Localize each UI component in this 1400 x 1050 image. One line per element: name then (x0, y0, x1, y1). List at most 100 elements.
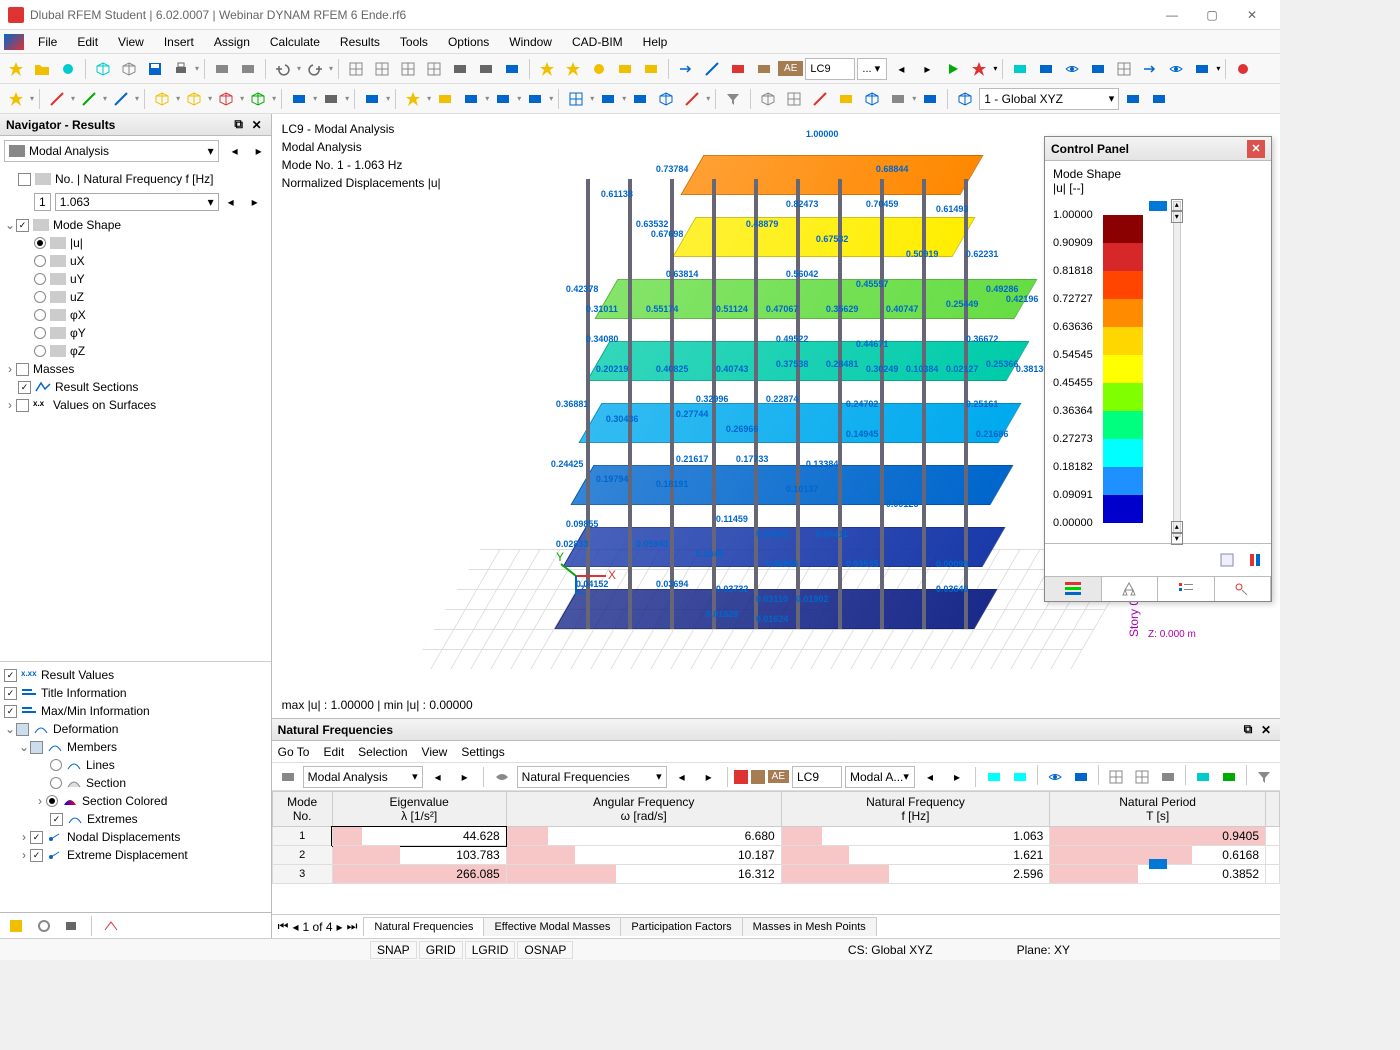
freq-combo[interactable]: 1.063 ▾ (55, 193, 219, 211)
tb2-n2-icon[interactable] (45, 87, 69, 111)
tb2-n4-icon[interactable] (109, 87, 133, 111)
col-mode[interactable]: Mode No. (272, 792, 332, 827)
mode-radio[interactable] (34, 327, 46, 339)
analysis-combo[interactable]: Modal Analysis ▾ (4, 140, 219, 162)
tb2-v1-icon[interactable] (756, 87, 780, 111)
menu-insert[interactable]: Insert (154, 32, 204, 52)
tb-flag-icon[interactable] (941, 57, 965, 81)
nav-tab3-icon[interactable] (60, 914, 84, 938)
maximize-button[interactable]: ▢ (1192, 1, 1232, 29)
cp-slider[interactable]: ▴ ▾ ▴ ▾ (1149, 201, 1167, 537)
cp-tab-filter[interactable] (1215, 577, 1272, 601)
tb-r3-icon[interactable] (1060, 57, 1084, 81)
page-last-icon[interactable]: ⏭ (347, 919, 358, 934)
tp-next3-icon[interactable]: ▸ (945, 765, 969, 789)
status-snap[interactable]: SNAP (370, 941, 417, 959)
tb-open-icon[interactable] (30, 57, 54, 81)
tb-sel3-icon[interactable] (587, 57, 611, 81)
tree-modeshape[interactable]: ⌄ Mode Shape (0, 216, 271, 234)
tb2-e2-icon[interactable] (1147, 87, 1171, 111)
menu-cad-bim[interactable]: CAD-BIM (562, 32, 633, 52)
tb2-cs-icon[interactable] (953, 87, 977, 111)
nav-next-icon[interactable]: ▸ (247, 139, 271, 163)
members-checkbox[interactable] (30, 741, 43, 754)
tb2-g5-icon[interactable] (523, 87, 547, 111)
tb-sel1-icon[interactable] (535, 57, 559, 81)
menu-file[interactable]: File (28, 32, 67, 52)
mode-radio[interactable] (34, 291, 46, 303)
tb2-f1-icon[interactable] (721, 87, 745, 111)
modeshape-checkbox[interactable] (16, 219, 29, 232)
tb2-xx-icon[interactable] (360, 87, 384, 111)
cell-natural[interactable]: 1.621 (781, 846, 1050, 865)
tree-deformation[interactable]: ⌄Deformation (0, 720, 271, 738)
table-menu-go-to[interactable]: Go To (278, 745, 310, 759)
tb-r5-icon[interactable] (1112, 57, 1136, 81)
tb-save-icon[interactable] (143, 57, 167, 81)
tb2-v2-icon[interactable] (782, 87, 806, 111)
tb2-s3-icon[interactable] (214, 87, 238, 111)
tb-lc-next-icon[interactable]: ▸ (915, 57, 939, 81)
tb-big-icon[interactable] (1231, 57, 1255, 81)
table-tab-1[interactable]: Effective Modal Masses (483, 917, 621, 936)
freq-prev-icon[interactable]: ◂ (219, 190, 243, 214)
slider-down-icon[interactable]: ▾ (1171, 211, 1183, 223)
col-natural[interactable]: Natural Frequency f [Hz] (781, 792, 1050, 827)
freq-next-icon[interactable]: ▸ (243, 190, 267, 214)
tp-extra-4-icon[interactable] (1069, 765, 1093, 789)
mode-opt-Z[interactable]: φZ (0, 342, 271, 360)
tb-view2-icon[interactable] (370, 57, 394, 81)
menu-tools[interactable]: Tools (390, 32, 438, 52)
table-row[interactable]: 144.6286.6801.0630.9405 (272, 827, 1279, 846)
3d-viewport[interactable]: LC9 - Modal Analysis Modal Analysis Mode… (272, 114, 1280, 718)
nav-prev-icon[interactable]: ◂ (223, 139, 247, 163)
tb2-v7-icon[interactable] (918, 87, 942, 111)
tree-lines[interactable]: Lines (0, 756, 271, 774)
minimize-button[interactable]: — (1152, 1, 1192, 29)
close-panel-icon[interactable]: ✕ (249, 117, 265, 133)
tb-redo-icon[interactable] (303, 57, 327, 81)
cell-natural[interactable]: 1.063 (781, 827, 1050, 846)
slider-up2-icon[interactable]: ▴ (1171, 521, 1183, 533)
tb2-t1-icon[interactable] (287, 87, 311, 111)
tp-lc-combo[interactable]: LC9 (792, 766, 842, 788)
status-grid[interactable]: GRID (419, 941, 463, 959)
tp-extra-11-icon[interactable] (1217, 765, 1241, 789)
extremes-checkbox[interactable] (50, 813, 63, 826)
table-menu-edit[interactable]: Edit (323, 745, 344, 759)
table-menu-selection[interactable]: Selection (358, 745, 407, 759)
control-panel-close-icon[interactable]: ✕ (1247, 140, 1265, 158)
tree-section-colored[interactable]: ›Section Colored (0, 792, 271, 810)
table-tab-3[interactable]: Masses in Mesh Points (742, 917, 877, 936)
tree-result-values[interactable]: x.xxResult Values (0, 666, 271, 684)
result-sections-checkbox[interactable] (18, 381, 31, 394)
tb-sc2-icon[interactable] (474, 57, 498, 81)
col-period[interactable]: Natural Period T [s] (1050, 792, 1266, 827)
page-next-icon[interactable]: ▸ (337, 920, 343, 934)
tb-r7-icon[interactable] (1164, 57, 1188, 81)
tb2-t2-icon[interactable] (319, 87, 343, 111)
table-dock-icon[interactable]: ⧉ (1240, 722, 1256, 738)
tree-masses[interactable]: › Masses (0, 360, 271, 378)
slider-handle-top[interactable] (1149, 201, 1167, 211)
tb2-g2-icon[interactable] (433, 87, 457, 111)
tb2-v5-icon[interactable] (860, 87, 884, 111)
tb-sel4-icon[interactable] (613, 57, 637, 81)
tree-result-sections[interactable]: Result Sections (0, 378, 271, 396)
tb2-cs-combo[interactable]: 1 - Global XYZ▾ (979, 88, 1119, 110)
tp-next2-icon[interactable]: ▸ (697, 765, 721, 789)
tb-r8-icon[interactable] (1190, 57, 1214, 81)
page-first-icon[interactable]: ⏮ (278, 919, 289, 934)
section-radio[interactable] (50, 777, 62, 789)
slider-down2-icon[interactable]: ▾ (1171, 533, 1183, 545)
tb-view3-icon[interactable] (396, 57, 420, 81)
mode-opt-uX[interactable]: uX (0, 252, 271, 270)
table-tab-0[interactable]: Natural Frequencies (363, 917, 484, 936)
tb2-h3-icon[interactable] (628, 87, 652, 111)
tb-paste-icon[interactable] (236, 57, 260, 81)
tb2-g1-icon[interactable] (401, 87, 425, 111)
dock-icon[interactable]: ⧉ (231, 117, 247, 133)
tb-model-icon[interactable] (91, 57, 115, 81)
deformation-checkbox[interactable] (16, 723, 29, 736)
tb2-h4-icon[interactable] (654, 87, 678, 111)
